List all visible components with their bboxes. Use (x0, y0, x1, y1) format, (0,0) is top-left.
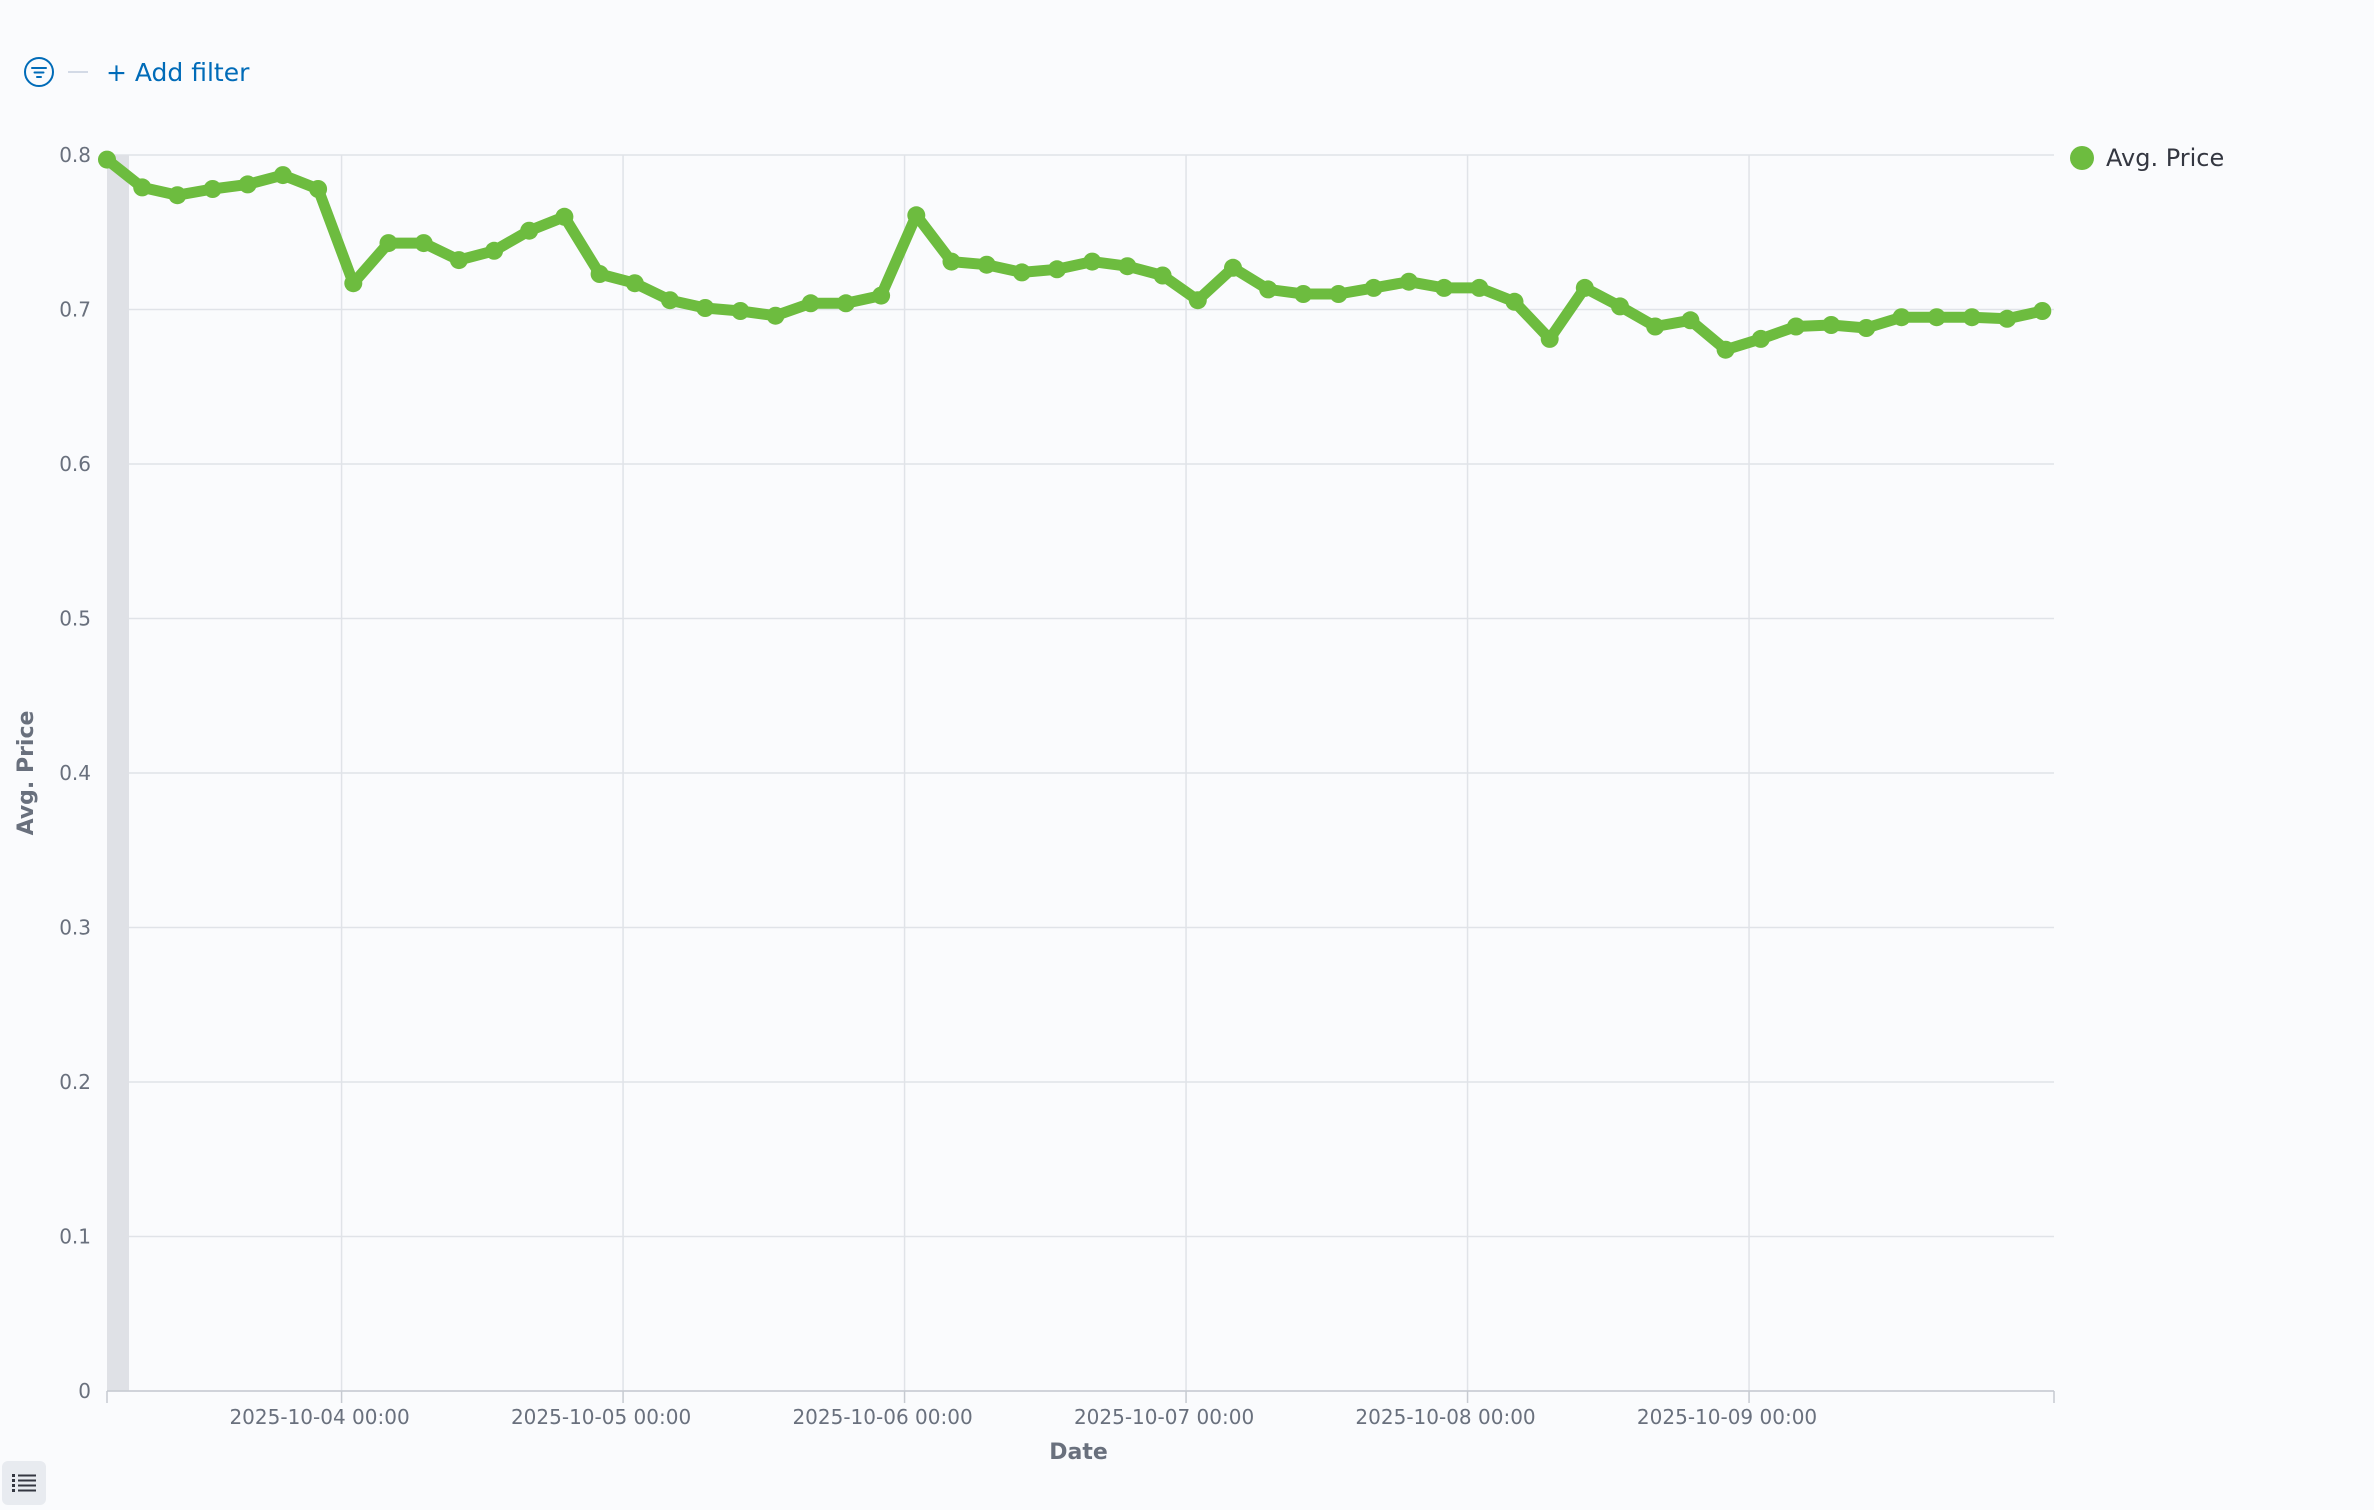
chart-axes: 0 0.1 0.2 0.3 0.4 0.5 0.6 0.7 0.8 2025-10-04 00:0… (59, 143, 2055, 1429)
data-point[interactable] (1822, 316, 1841, 334)
data-point[interactable] (1364, 278, 1383, 297)
data-point[interactable] (1294, 285, 1313, 303)
legend-swatch (2070, 146, 2094, 170)
data-point[interactable] (801, 294, 820, 313)
data-point[interactable] (1927, 308, 1946, 327)
x-tick-label: 2025-10-04 00:00 (229, 1405, 409, 1429)
y-tick-label: 0.5 (59, 607, 91, 631)
data-point[interactable] (661, 291, 679, 310)
filter-divider (68, 71, 88, 73)
data-point[interactable] (1188, 291, 1207, 310)
data-point[interactable] (1681, 311, 1700, 330)
data-point[interactable] (379, 234, 398, 253)
data-point[interactable] (133, 178, 152, 197)
data-point[interactable] (414, 234, 433, 253)
data-point[interactable] (1857, 319, 1876, 337)
filter-icon[interactable] (22, 55, 56, 89)
chart-grid (107, 154, 2054, 1392)
data-point[interactable] (1012, 263, 1031, 282)
data-point[interactable] (1575, 278, 1594, 297)
data-point[interactable] (449, 251, 468, 270)
legend-label: Avg. Price (2106, 144, 2225, 172)
data-point[interactable] (1505, 292, 1524, 311)
data-point[interactable] (1962, 308, 1981, 327)
x-axis-title: Date (1049, 1440, 1108, 1465)
data-point[interactable] (590, 265, 609, 283)
y-tick-label: 0.7 (59, 298, 91, 322)
data-point[interactable] (485, 241, 504, 260)
data-point[interactable] (98, 150, 116, 169)
list-view-toggle-button[interactable] (2, 1461, 46, 1505)
add-filter-button[interactable]: + Add filter (106, 57, 250, 87)
y-tick-label: 0.1 (59, 1225, 91, 1249)
list-icon (12, 1474, 36, 1492)
data-point[interactable] (273, 166, 292, 185)
data-point[interactable] (1892, 308, 1911, 327)
data-point[interactable] (168, 186, 187, 205)
x-tick-label: 2025-10-08 00:00 (1355, 1405, 1535, 1429)
data-point[interactable] (625, 274, 644, 293)
data-point[interactable] (1751, 329, 1770, 348)
data-point[interactable] (731, 302, 750, 320)
data-point[interactable] (1646, 317, 1665, 336)
chart-legend-item[interactable]: Avg. Price (2070, 144, 2224, 172)
data-point[interactable] (1259, 280, 1278, 299)
data-point[interactable] (1470, 278, 1489, 297)
y-tick-label: 0.6 (59, 452, 91, 476)
y-tick-label: 0.3 (59, 916, 91, 940)
data-point[interactable] (942, 252, 961, 271)
data-point[interactable] (1998, 309, 2017, 328)
series-points (98, 150, 2052, 359)
data-point[interactable] (872, 286, 891, 305)
data-point[interactable] (203, 180, 222, 198)
data-point[interactable] (1048, 260, 1066, 279)
y-tick-label: 0.2 (59, 1070, 91, 1094)
y-axis-title: Avg. Price (14, 711, 39, 836)
data-point[interactable] (1224, 258, 1242, 277)
y-tick-label: 0.8 (59, 143, 91, 167)
x-tick-label: 2025-10-06 00:00 (792, 1405, 972, 1429)
x-tick-label: 2025-10-07 00:00 (1074, 1405, 1254, 1429)
data-point[interactable] (977, 255, 996, 274)
y-tick-label: 0.4 (59, 761, 91, 785)
data-point[interactable] (1399, 272, 1418, 291)
data-point[interactable] (1435, 278, 1454, 297)
data-point[interactable] (696, 299, 715, 317)
data-point[interactable] (309, 180, 328, 198)
data-point[interactable] (555, 207, 574, 226)
series-line-avg-price (101, 154, 2048, 356)
filter-bar: + Add filter (22, 50, 249, 94)
data-point[interactable] (1611, 297, 1629, 316)
data-point[interactable] (1716, 340, 1735, 359)
chart-brush-selection[interactable] (107, 155, 129, 1391)
data-point[interactable] (766, 306, 785, 325)
x-tick-label: 2025-10-09 00:00 (1637, 1405, 1817, 1429)
x-tick-label: 2025-10-05 00:00 (511, 1405, 691, 1429)
data-point[interactable] (344, 274, 363, 293)
data-point[interactable] (1540, 329, 1559, 348)
data-point[interactable] (1118, 257, 1137, 276)
data-point[interactable] (1153, 266, 1172, 285)
data-point[interactable] (238, 175, 257, 194)
data-point[interactable] (1083, 252, 1102, 271)
data-point[interactable] (836, 294, 855, 313)
data-point[interactable] (1787, 317, 1805, 336)
y-tick-label: 0 (78, 1379, 91, 1403)
data-point[interactable] (1329, 285, 1348, 303)
data-point[interactable] (2033, 302, 2052, 320)
data-point[interactable] (520, 221, 539, 240)
data-point[interactable] (907, 206, 926, 225)
